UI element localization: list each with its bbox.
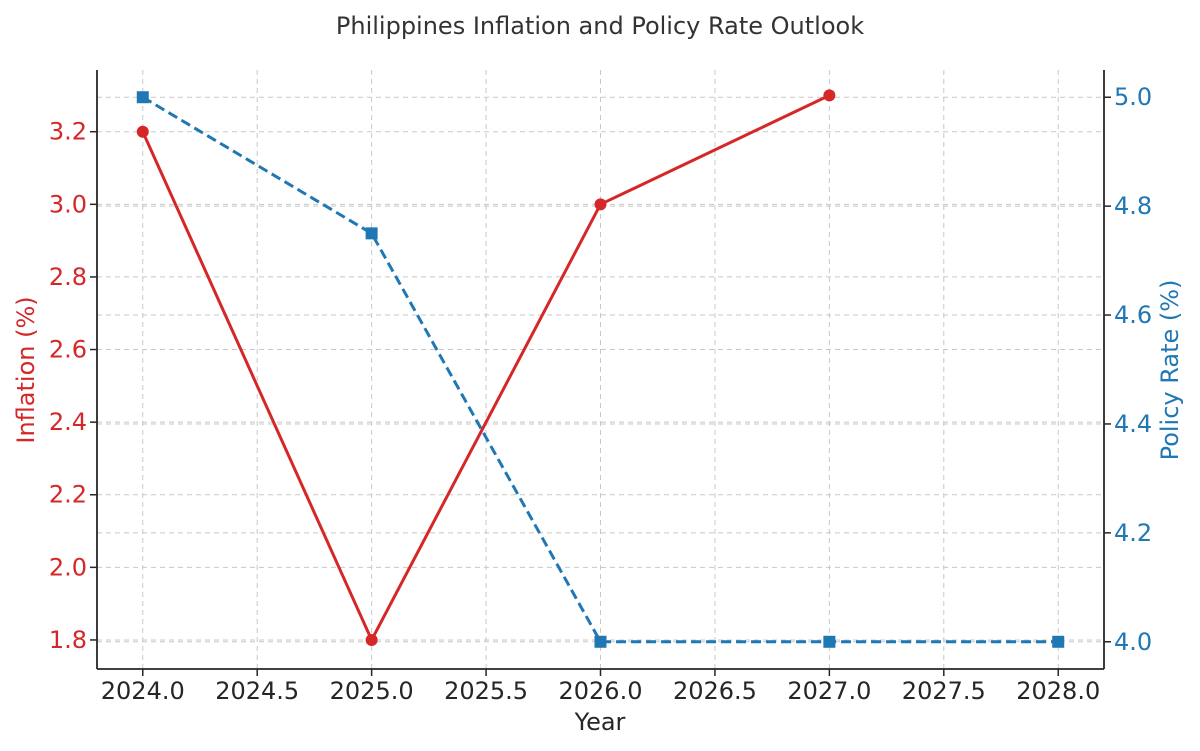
policy-rate-point (365, 227, 378, 240)
left-y-tick-label: 1.8 (49, 626, 87, 654)
policy-rate-line (142, 95, 1059, 644)
right-y-tick-label: 4.8 (1114, 192, 1152, 220)
right-y-tick-label: 5.0 (1114, 83, 1152, 111)
x-tick-label: 2027.5 (902, 677, 986, 705)
x-axis-label: Year (574, 708, 626, 736)
left-y-tick-label: 2.6 (49, 336, 87, 364)
x-tick-label: 2024.5 (215, 677, 299, 705)
inflation-point (594, 198, 607, 211)
left-y-tick-label: 3.0 (49, 190, 87, 218)
right-y-axis-label: Policy Rate (%) (1156, 280, 1184, 461)
x-tick-label: 2025.0 (330, 677, 414, 705)
inflation-point (365, 633, 378, 646)
right-y-tick-label: 4.6 (1114, 301, 1152, 329)
x-tick-label: 2024.0 (101, 677, 185, 705)
policy-rate-point (823, 635, 836, 648)
right-y-tick-label: 4.2 (1114, 519, 1152, 547)
tick-labels: 2024.0 2024.5 2025.0 2025.5 2026.0 2026.5 2027… (49, 83, 1152, 705)
left-y-tick-label: 3.2 (49, 118, 87, 146)
left-y-axis-label: Inflation (%) (12, 296, 40, 443)
x-tick-label: 2028.0 (1016, 677, 1100, 705)
right-y-tick-label: 4.4 (1114, 410, 1152, 438)
inflation-point (823, 89, 836, 102)
policy-rate-point (136, 91, 149, 104)
policy-rate-point (594, 635, 607, 648)
x-tick-label: 2027.0 (787, 677, 871, 705)
left-y-tick-label: 2.4 (49, 408, 87, 436)
x-tick-label: 2026.0 (559, 677, 643, 705)
policy-rate-point (1052, 635, 1065, 648)
left-y-tick-label: 2.2 (49, 481, 87, 509)
inflation-point (136, 125, 149, 138)
right-y-tick-label: 4.0 (1114, 628, 1152, 656)
series-layer (136, 89, 1065, 648)
left-y-tick-label: 2.8 (49, 263, 87, 291)
left-y-tick-label: 2.0 (49, 553, 87, 581)
inflation-line (141, 94, 831, 642)
x-tick-label: 2026.5 (673, 677, 757, 705)
x-tick-label: 2025.5 (444, 677, 528, 705)
chart-title: Philippines Inflation and Policy Rate Ou… (336, 12, 864, 40)
